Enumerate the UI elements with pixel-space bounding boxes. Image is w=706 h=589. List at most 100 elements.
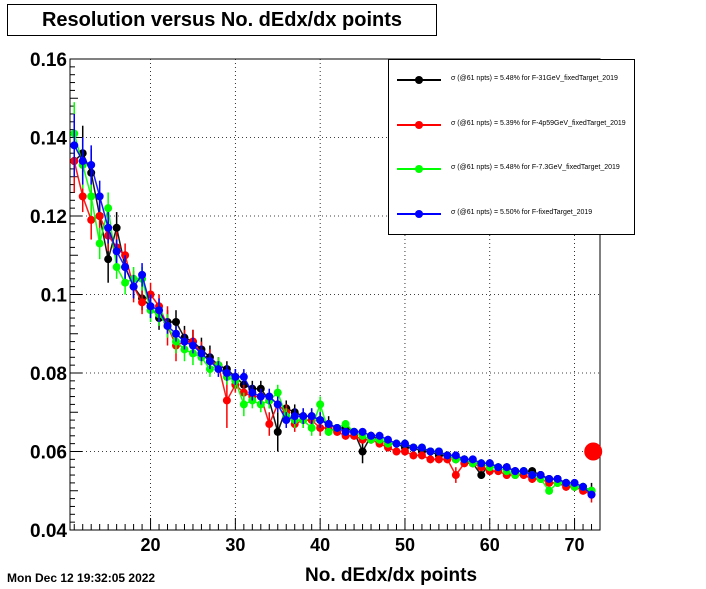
- legend-label: σ (@61 npts) = 5.48% for F-31GeV_fixedTa…: [451, 75, 618, 82]
- x-tick-label: 60: [480, 535, 500, 555]
- data-point: [87, 192, 96, 201]
- data-point: [214, 365, 223, 374]
- x-axis-title: No. dEdx/dx points: [305, 565, 478, 586]
- legend-marker: [415, 120, 423, 129]
- data-point: [239, 400, 248, 409]
- chart-title: Resolution versus No. dEdx/dx points: [7, 4, 437, 36]
- data-point: [316, 400, 325, 409]
- y-tick-label: 0.12: [30, 207, 67, 228]
- data-point: [155, 306, 164, 315]
- data-point: [78, 157, 87, 166]
- data-point: [172, 317, 180, 326]
- data-point: [290, 412, 299, 421]
- data-point: [197, 349, 206, 358]
- data-point: [163, 321, 172, 330]
- legend-label: σ (@61 npts) = 5.50% for F-fixedTarget_2…: [451, 208, 593, 216]
- data-point: [129, 282, 138, 291]
- data-point: [545, 474, 554, 483]
- data-point: [451, 471, 460, 480]
- data-point: [460, 455, 469, 464]
- data-point: [341, 420, 350, 429]
- data-point: [400, 447, 409, 456]
- series-3: [70, 113, 596, 499]
- data-point: [307, 423, 316, 432]
- data-point: [417, 443, 426, 452]
- data-point: [95, 212, 104, 220]
- y-tick-label: 0.16: [30, 50, 67, 71]
- data-point: [87, 160, 96, 169]
- data-point: [536, 471, 545, 480]
- data-point: [273, 427, 282, 436]
- highlight-marker: [584, 442, 603, 461]
- legend-entry: σ (@61 npts) = 5.48% for F-7.3GeV_fixedT…: [389, 163, 634, 175]
- data-point: [392, 439, 401, 448]
- data-point: [112, 247, 121, 256]
- data-point: [341, 427, 350, 436]
- data-point: [426, 455, 435, 464]
- data-point: [222, 396, 231, 405]
- data-point: [222, 369, 231, 377]
- data-point: [248, 388, 257, 397]
- data-point: [392, 447, 401, 456]
- legend-symbol: [397, 76, 441, 84]
- legend-entry: σ (@61 npts) = 5.39% for F-4p59GeV_fixed…: [389, 119, 634, 131]
- x-tick-label: 30: [225, 535, 245, 555]
- data-point: [333, 423, 342, 432]
- data-point: [367, 431, 376, 440]
- legend-label: σ (@61 npts) = 5.39% for F-4p59GeV_fixed…: [451, 119, 626, 127]
- data-point: [121, 263, 130, 272]
- data-point: [307, 412, 316, 421]
- x-tick-label: 20: [141, 535, 161, 555]
- data-point: [95, 239, 104, 248]
- data-point: [273, 400, 282, 409]
- legend-symbol: [397, 165, 441, 173]
- data-point: [553, 474, 562, 483]
- data-point: [477, 459, 486, 468]
- data-point: [434, 455, 443, 464]
- y-tick-label: 0.06: [30, 443, 67, 464]
- data-point: [104, 223, 113, 232]
- data-point: [477, 471, 486, 480]
- data-point: [502, 463, 511, 472]
- data-point: [70, 141, 79, 150]
- legend-symbol: [397, 120, 441, 129]
- data-point: [205, 357, 214, 366]
- legend-marker: [415, 209, 423, 218]
- data-point: [409, 443, 418, 452]
- data-point: [265, 420, 274, 429]
- data-point: [485, 459, 494, 468]
- y-tick-label: 0.08: [30, 364, 67, 385]
- timestamp: Mon Dec 12 19:32:05 2022: [7, 571, 156, 585]
- data-point: [273, 388, 282, 397]
- legend-symbol: [397, 209, 441, 218]
- data-point: [104, 255, 113, 264]
- data-point: [400, 439, 409, 448]
- data-point: [579, 482, 588, 491]
- data-point: [468, 455, 477, 464]
- data-point: [426, 447, 435, 456]
- data-point: [104, 204, 113, 213]
- y-tick-label: 0.04: [30, 521, 67, 542]
- x-tick-label: 70: [565, 535, 585, 555]
- legend-label: σ (@61 npts) = 5.48% for F-7.3GeV_fixedT…: [451, 164, 620, 171]
- x-tick-label: 50: [395, 535, 415, 555]
- legend-marker: [415, 165, 423, 173]
- data-point: [180, 337, 189, 346]
- data-point: [417, 451, 426, 460]
- data-point: [358, 427, 367, 436]
- data-point: [358, 447, 367, 456]
- data-point: [282, 416, 291, 425]
- data-point: [239, 372, 248, 381]
- data-point: [451, 451, 460, 460]
- data-point: [434, 447, 443, 456]
- data-point: [443, 451, 452, 460]
- legend-entry: σ (@61 npts) = 5.48% for F-31GeV_fixedTa…: [389, 74, 634, 86]
- data-point: [138, 298, 147, 307]
- data-point: [519, 467, 528, 476]
- data-point: [494, 463, 503, 472]
- data-point: [112, 223, 121, 232]
- data-point: [256, 392, 265, 401]
- data-point: [299, 412, 308, 421]
- data-point: [545, 486, 554, 495]
- data-point: [138, 270, 147, 279]
